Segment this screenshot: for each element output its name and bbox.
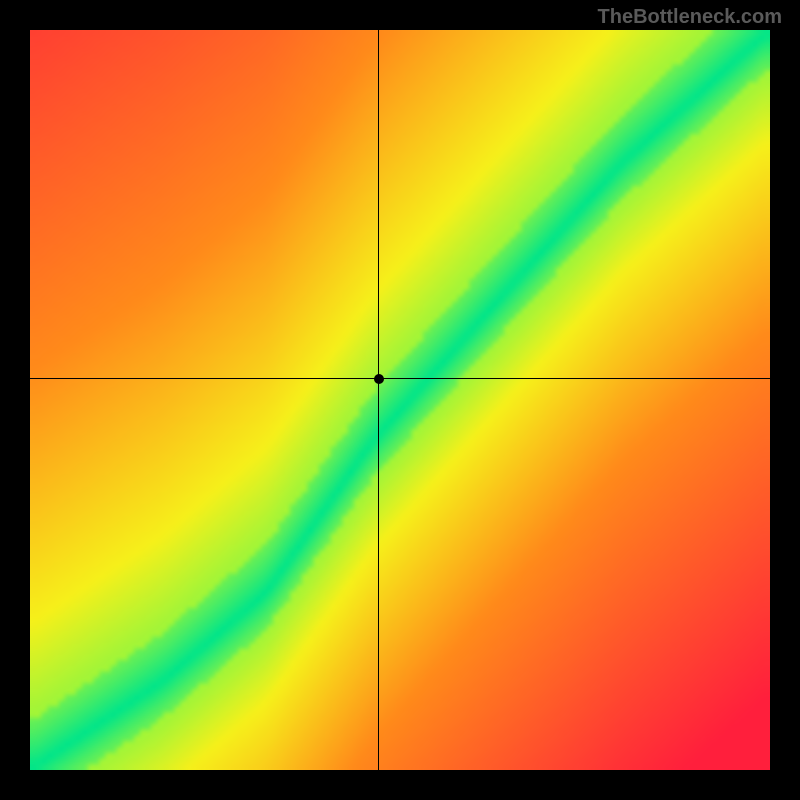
bottleneck-heatmap [30, 30, 770, 770]
crosshair-vertical [378, 30, 379, 770]
watermark-text: TheBottleneck.com [598, 6, 782, 29]
plot-area-frame [0, 0, 800, 800]
chart-container: TheBottleneck.com [0, 0, 800, 800]
crosshair-horizontal [30, 378, 770, 379]
crosshair-marker [374, 374, 384, 384]
